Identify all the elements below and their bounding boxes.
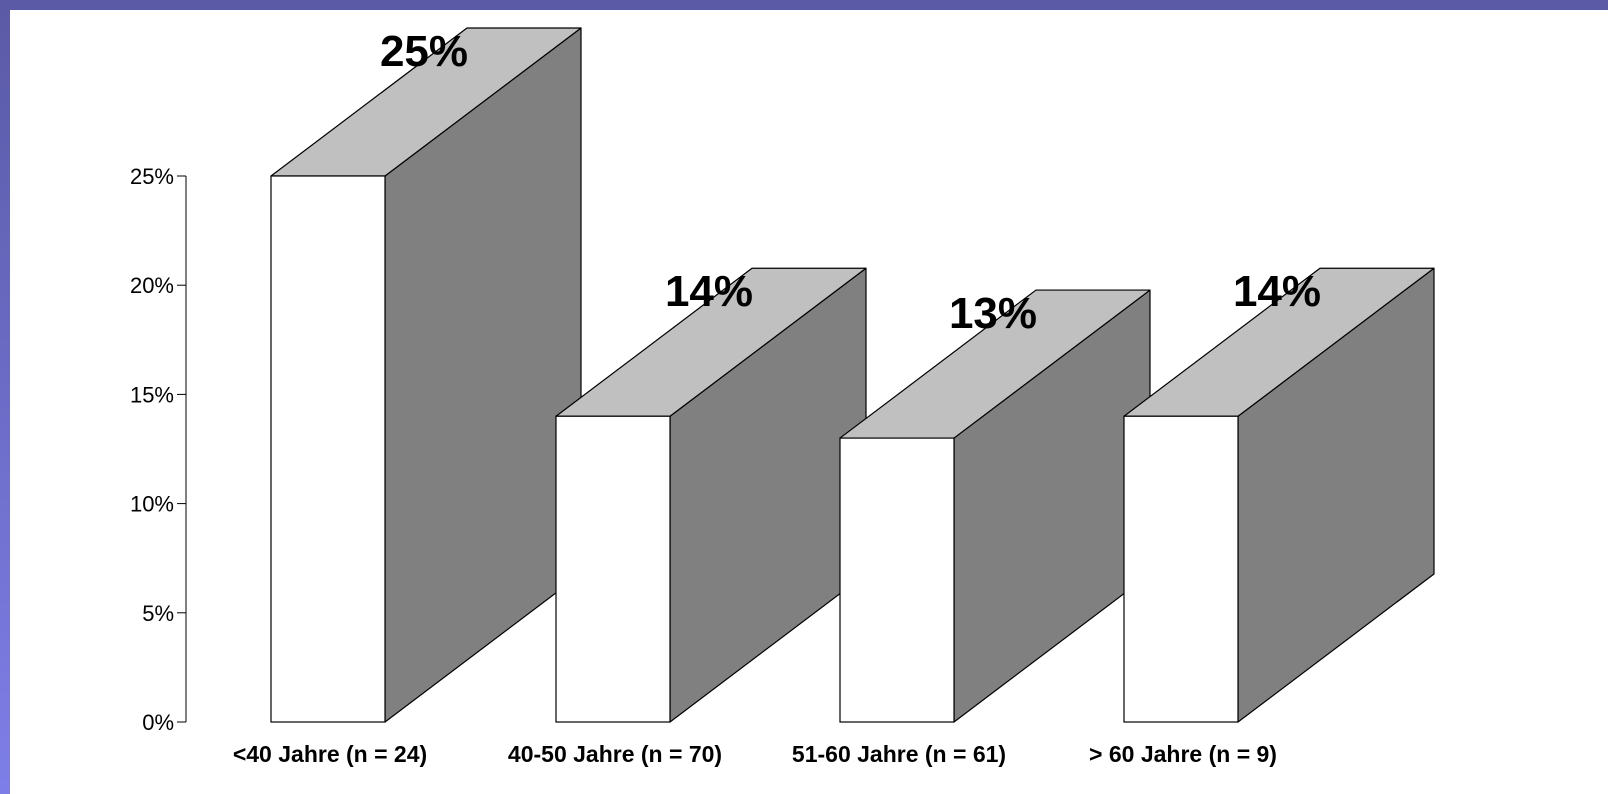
x-category-label: > 60 Jahre (n = 9) — [1089, 741, 1277, 767]
data-label: 25% — [380, 27, 468, 76]
y-tick-label: 20% — [130, 273, 174, 298]
data-label: 13% — [949, 289, 1037, 338]
bar — [1123, 267, 1435, 723]
x-category-label: 40-50 Jahre (n = 70) — [508, 741, 722, 767]
bars-group — [270, 27, 1435, 723]
bar — [555, 267, 867, 723]
bar-front-face — [270, 175, 386, 723]
y-tick-label: 5% — [142, 601, 174, 626]
labels-group: 25% 14% 13% 14% <40 Jahre (n = 24) 40-50 Jahr… — [233, 27, 1321, 767]
data-label: 14% — [1233, 267, 1321, 316]
y-tick-label: 15% — [130, 382, 174, 407]
bar — [839, 289, 1151, 723]
x-category-label: <40 Jahre (n = 24) — [233, 741, 427, 767]
bar — [270, 27, 582, 723]
y-tick-label: 25% — [130, 164, 174, 189]
y-tick-label: 0% — [142, 710, 174, 735]
y-tick-label: 10% — [130, 492, 174, 517]
x-category-label: 51-60 Jahre (n = 61) — [792, 741, 1006, 767]
data-label: 14% — [665, 267, 753, 316]
bar-front-face — [839, 437, 955, 723]
y-axis: 0% 5% 10% 15% 20% 25% — [130, 164, 187, 735]
bar-front-face — [1123, 415, 1239, 723]
bar-front-face — [555, 415, 671, 723]
